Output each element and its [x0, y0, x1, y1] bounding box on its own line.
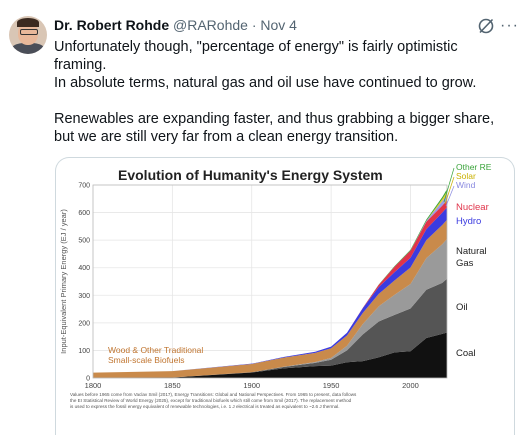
- author-avatar[interactable]: [9, 16, 47, 54]
- avatar-hair: [17, 18, 39, 27]
- x-ticks: 1800 1850 1900 1950 2000: [85, 381, 419, 390]
- x-tick-label: 1850: [164, 381, 181, 390]
- x-tick-label: 2000: [402, 381, 419, 390]
- chart-areas: [93, 189, 447, 378]
- legend-leader-wind: [445, 185, 455, 207]
- legend-label: Hydro: [456, 216, 481, 227]
- area-coal: [93, 332, 447, 378]
- legend-leader-solar: [444, 176, 455, 205]
- post-text-paragraph-2: In absolute terms, natural gas and oil u…: [54, 75, 477, 91]
- legend-label: Coal: [456, 348, 476, 359]
- legend-label: Natural: [456, 246, 487, 257]
- post-date[interactable]: Nov 4: [260, 17, 297, 33]
- avatar-shirt: [11, 43, 45, 54]
- legend-label: Oil: [456, 302, 468, 313]
- biofuels-label-line-2: Small-scale Biofuels: [108, 355, 185, 365]
- footnote-line-2: the EI Statistical Review of World Energ…: [70, 398, 352, 403]
- separator-dot: ·: [251, 17, 257, 33]
- footnote-line-1: Values before 1965 come from Vaclav Smil…: [70, 392, 357, 397]
- legend-leader-other-re: [443, 167, 455, 203]
- legend-label: Other RE: [456, 162, 492, 172]
- author-name[interactable]: Dr. Robert Rohde: [54, 17, 170, 33]
- y-tick-label: 200: [78, 320, 90, 327]
- y-tick-label: 0: [86, 376, 90, 383]
- y-tick-label: 700: [78, 183, 90, 190]
- plot-frame: [92, 184, 448, 379]
- more-icon[interactable]: ···: [500, 17, 519, 34]
- avatar-glasses: [20, 29, 38, 35]
- post-text-paragraph-1: Unfortunately though, "percentage of ene…: [54, 39, 458, 73]
- x-tick-label: 1900: [243, 381, 260, 390]
- grok-icon[interactable]: [477, 17, 495, 35]
- y-tick-label: 600: [78, 210, 90, 217]
- legend-label: Gas: [456, 258, 474, 269]
- avatar-face: [18, 21, 38, 45]
- x-tick-label: 1950: [323, 381, 340, 390]
- y-tick-label: 500: [78, 238, 90, 245]
- post-text-paragraph-3: Renewables are expanding faster, and thu…: [54, 111, 495, 145]
- area-wood-other-traditional-small-scale-biofuels: [93, 219, 447, 378]
- energy-chart: 0 100 200 300 400 500 600 700 1800 1850 1900 1950 2…: [59, 162, 492, 409]
- legend-label: Wind: [456, 180, 476, 190]
- footnote-line-3: is used to express the fossil energy equ…: [70, 404, 340, 409]
- biofuels-label-line-1: Wood & Other Traditional: [108, 345, 203, 355]
- y-ticks: 0 100 200 300 400 500 600 700: [78, 183, 90, 383]
- y-tick-label: 300: [78, 293, 90, 300]
- legend-label: Nuclear: [456, 202, 489, 213]
- y-tick-label: 400: [78, 265, 90, 272]
- author-handle[interactable]: @RARohde: [173, 17, 248, 33]
- area-oil: [93, 278, 447, 378]
- legend-label: Solar: [456, 171, 476, 181]
- chart-title: Evolution of Humanity's Energy System: [118, 167, 383, 183]
- y-axis-label: Input-Equivalent Primary Energy (EJ / ye…: [59, 209, 68, 354]
- chart-image-card[interactable]: 0 100 200 300 400 500 600 700 1800 1850 1900 1950 2…: [55, 157, 515, 435]
- y-tick-label: 100: [78, 348, 90, 355]
- x-tick-label: 1800: [85, 381, 102, 390]
- post-header: Dr. Robert Rohde @RARohde · Nov 4: [54, 16, 297, 34]
